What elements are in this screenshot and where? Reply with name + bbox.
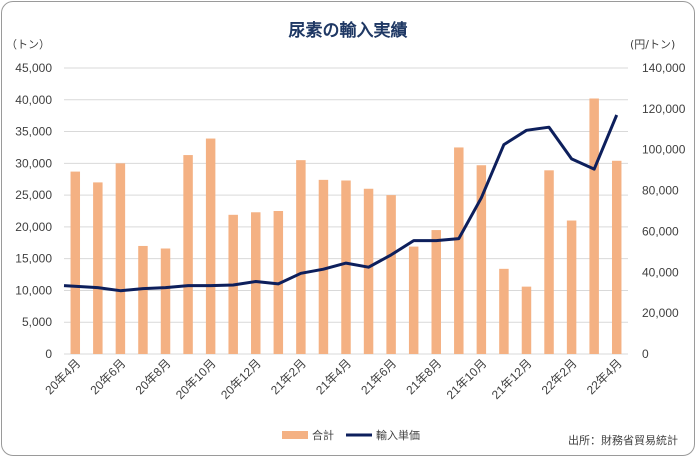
- bar: [476, 165, 487, 354]
- right-tick-label: 20,000: [642, 306, 679, 320]
- x-tick-label: 20年8月: [133, 356, 174, 397]
- bar: [521, 286, 532, 354]
- right-tick-label: 0: [642, 347, 649, 361]
- bar: [341, 180, 351, 354]
- x-axis-ticks: 20年4月 20年6月 20年8月 20年10月 20年12月 21年2月 21年4月 21年…: [42, 356, 624, 402]
- bar: [318, 179, 329, 354]
- bar: [115, 163, 126, 354]
- x-tick-label: 20年12月: [218, 356, 264, 402]
- source-note: 出所：財務省貿易統計: [568, 433, 678, 447]
- left-tick-label: 30,000: [15, 156, 52, 170]
- bar: [544, 170, 554, 354]
- x-tick-label: 21年8月: [403, 356, 444, 397]
- x-tick-label: 20年10月: [173, 356, 219, 402]
- left-tick-label: 0: [45, 347, 52, 361]
- right-tick-label: 60,000: [642, 224, 679, 238]
- bar: [386, 195, 396, 354]
- bar: [251, 212, 261, 354]
- bar: [205, 138, 216, 354]
- x-tick-label: 21年10月: [444, 356, 490, 402]
- left-tick-label: 40,000: [15, 93, 52, 107]
- right-axis-ticks: 0 20,000 40,000 60,000 80,000 100,000 120,000 1…: [642, 61, 686, 361]
- left-tick-label: 5,000: [22, 315, 52, 329]
- line-series: [63, 114, 619, 293]
- bar: [454, 147, 464, 354]
- left-axis-unit: （トン）: [6, 38, 50, 51]
- right-tick-label: 120,000: [642, 102, 686, 116]
- x-tick-label: 21年2月: [268, 356, 309, 397]
- bar: [296, 160, 306, 354]
- right-tick-label: 40,000: [642, 265, 679, 279]
- left-tick-label: 45,000: [15, 61, 52, 75]
- bar: [70, 171, 81, 354]
- x-tick-label: 20年6月: [87, 356, 128, 397]
- x-tick-label: 22年2月: [539, 356, 580, 397]
- left-tick-label: 10,000: [15, 283, 52, 297]
- bar: [566, 220, 577, 354]
- left-axis-ticks: 0 5,000 10,000 15,000 20,000 25,000 30,000 35,0…: [15, 61, 52, 361]
- legend-swatch-bar: [282, 431, 308, 439]
- bar: [93, 182, 103, 354]
- left-tick-label: 25,000: [15, 188, 52, 202]
- right-tick-label: 140,000: [642, 61, 686, 75]
- line-path: [63, 114, 619, 293]
- left-tick-label: 15,000: [15, 252, 52, 266]
- chart-title: 尿素の輸入実績: [289, 20, 408, 41]
- bar: [160, 248, 171, 354]
- bar: [363, 188, 374, 354]
- x-tick-label: 22年4月: [584, 356, 625, 397]
- bar: [138, 245, 148, 354]
- bar: [499, 268, 509, 354]
- left-tick-label: 35,000: [15, 125, 52, 139]
- legend: 合計 輸入単価: [282, 428, 420, 442]
- bar: [183, 155, 193, 354]
- bar: [408, 246, 419, 354]
- bar: [431, 230, 441, 354]
- x-tick-label: 20年4月: [42, 356, 83, 397]
- bar: [611, 160, 622, 354]
- legend-label-line: 輸入単価: [376, 428, 420, 442]
- right-tick-label: 80,000: [642, 184, 679, 198]
- right-axis-unit: (円/トン): [630, 38, 675, 51]
- legend-label-bar: 合計: [312, 428, 334, 442]
- x-tick-label: 21年4月: [313, 356, 354, 397]
- bar: [589, 98, 599, 354]
- bar-series: [70, 98, 622, 354]
- x-tick-label: 21年6月: [358, 356, 399, 397]
- right-tick-label: 100,000: [642, 143, 686, 157]
- left-tick-label: 20,000: [15, 220, 52, 234]
- x-tick-label: 21年12月: [489, 356, 535, 402]
